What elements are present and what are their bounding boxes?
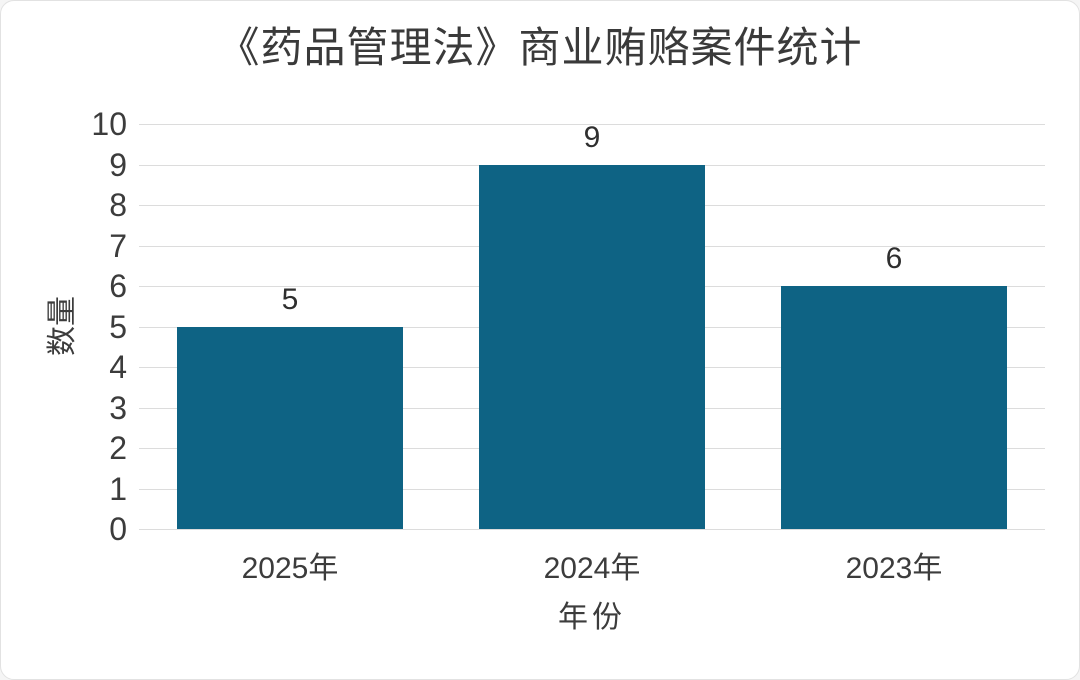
y-axis-ticks: 0 1 2 3 4 5 6 7 8 9 10 (1, 108, 127, 545)
y-axis-tick-label: 8 (109, 187, 127, 223)
bar-2023年 (781, 286, 1007, 529)
gridline (139, 124, 1045, 125)
bar-value-label: 5 (281, 282, 299, 316)
x-axis-labels: 2025年 2024年 2023年 (139, 554, 1045, 584)
y-axis-tick-label: 6 (109, 268, 127, 304)
gridline (139, 529, 1045, 530)
bar-value-label: 9 (583, 120, 601, 154)
bar-2025年 (177, 326, 403, 529)
bars-row: 5 9 6 (139, 120, 1045, 529)
y-axis-tick-label: 5 (109, 308, 127, 345)
x-axis-title: 年份 (558, 601, 626, 634)
y-axis-tick-label: 3 (109, 389, 127, 426)
bar-slot: 5 (139, 124, 441, 529)
y-axis-tick-label: 10 (91, 106, 127, 142)
x-axis-tick-label: 2023年 (845, 552, 943, 585)
chart-title: 《药品管理法》商业贿赂案件统计 (217, 24, 863, 71)
x-axis-tick-label: 2024年 (543, 552, 641, 585)
bar-slot: 9 (441, 120, 743, 529)
y-axis-tick-label: 9 (109, 146, 127, 183)
bar-value-label: 6 (885, 242, 903, 275)
y-axis-tick-label: 4 (109, 349, 127, 385)
y-axis-tick-label: 0 (109, 511, 127, 547)
y-axis-tick-label: 2 (109, 430, 127, 466)
bar-2024年 (479, 164, 705, 529)
bar-slot: 6 (743, 124, 1045, 529)
x-axis-tick-label: 2025年 (241, 552, 339, 585)
y-axis-tick-label: 1 (109, 470, 127, 507)
plot-area: 5 9 6 (139, 120, 1045, 530)
y-axis-tick-label: 7 (109, 227, 127, 264)
